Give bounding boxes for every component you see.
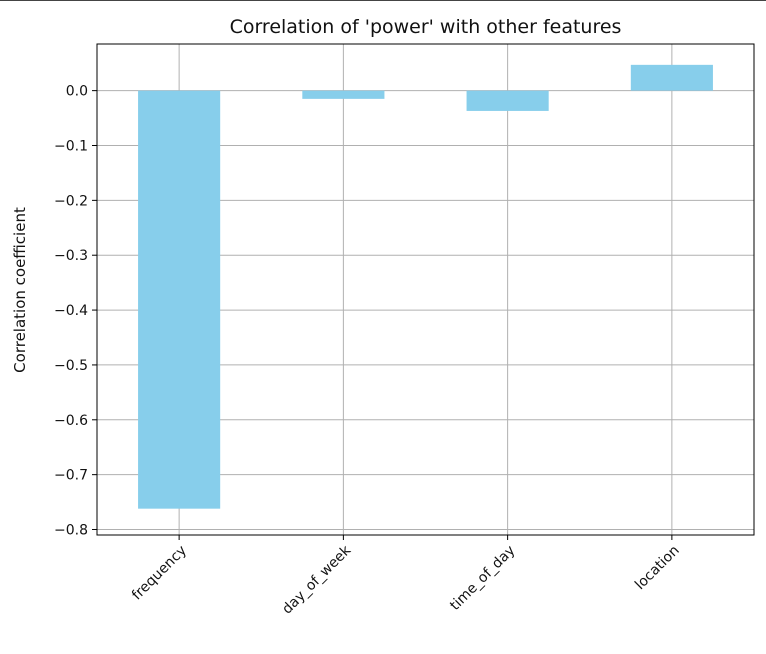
bar-time-of-day xyxy=(466,90,549,111)
y-axis-label: Correlation coefficient xyxy=(11,207,29,373)
y-tick-label: −0.7 xyxy=(54,468,88,484)
chart-title: Correlation of 'power' with other featur… xyxy=(230,16,622,38)
x-tick-label-location: location xyxy=(632,543,683,594)
bar-day-of-week xyxy=(302,90,385,99)
x-tick-label-frequency: frequency xyxy=(129,543,190,604)
x-tick-label-time-of-day: time_of_day xyxy=(447,543,518,614)
y-tick-label: 0.0 xyxy=(66,84,88,100)
y-axis-ticks: 0.0 −0.1 −0.2 −0.3 −0.4 −0.5 −0.6 −0.7 −0.8 xyxy=(54,84,97,539)
y-tick-label: −0.8 xyxy=(54,523,88,539)
bars xyxy=(138,64,713,509)
window-top-border xyxy=(0,0,766,1)
y-tick-label: −0.3 xyxy=(54,248,88,264)
y-tick-label: −0.2 xyxy=(54,193,88,209)
y-tick-label: −0.6 xyxy=(54,413,88,429)
y-tick-label: −0.4 xyxy=(54,303,88,319)
y-tick-label: −0.5 xyxy=(54,358,88,374)
y-tick-label: −0.1 xyxy=(54,138,88,154)
plot-area-frame xyxy=(96,43,755,536)
x-tick-label-day-of-week: day_of_week xyxy=(279,542,355,618)
bar-location xyxy=(630,64,713,91)
x-axis-ticks: frequency day_of_week time_of_day location xyxy=(129,535,683,617)
bar-frequency xyxy=(138,90,221,509)
